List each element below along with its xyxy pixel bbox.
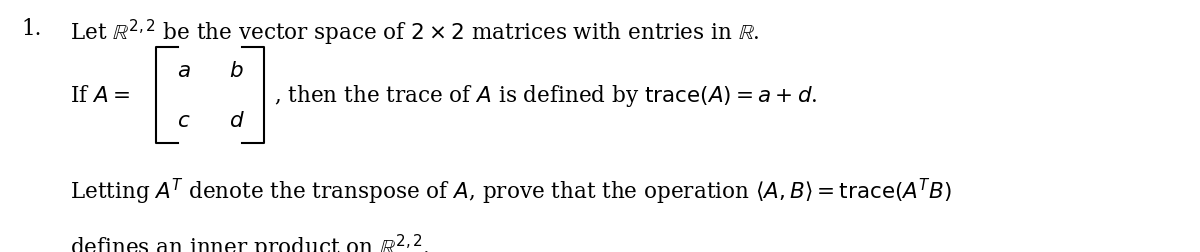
Text: $b$: $b$ xyxy=(229,60,244,81)
Text: Let $\mathbb{R}^{2,2}$ be the vector space of $2 \times 2$ matrices with entries: Let $\mathbb{R}^{2,2}$ be the vector spa… xyxy=(70,18,760,48)
Text: defines an inner product on $\mathbb{R}^{2,2}$.: defines an inner product on $\mathbb{R}^… xyxy=(70,232,430,252)
Text: $a$: $a$ xyxy=(176,60,191,81)
Text: , then the trace of $A$ is defined by $\mathrm{trace}(A) = a + d$.: , then the trace of $A$ is defined by $\… xyxy=(274,83,817,109)
Text: If $A =$: If $A =$ xyxy=(70,85,136,107)
Text: Letting $A^T$ denote the transpose of $A$, prove that the operation $\langle A, : Letting $A^T$ denote the transpose of $A… xyxy=(70,176,952,206)
Text: 1.: 1. xyxy=(22,18,42,40)
Text: $d$: $d$ xyxy=(228,110,245,132)
Text: $c$: $c$ xyxy=(176,110,191,132)
